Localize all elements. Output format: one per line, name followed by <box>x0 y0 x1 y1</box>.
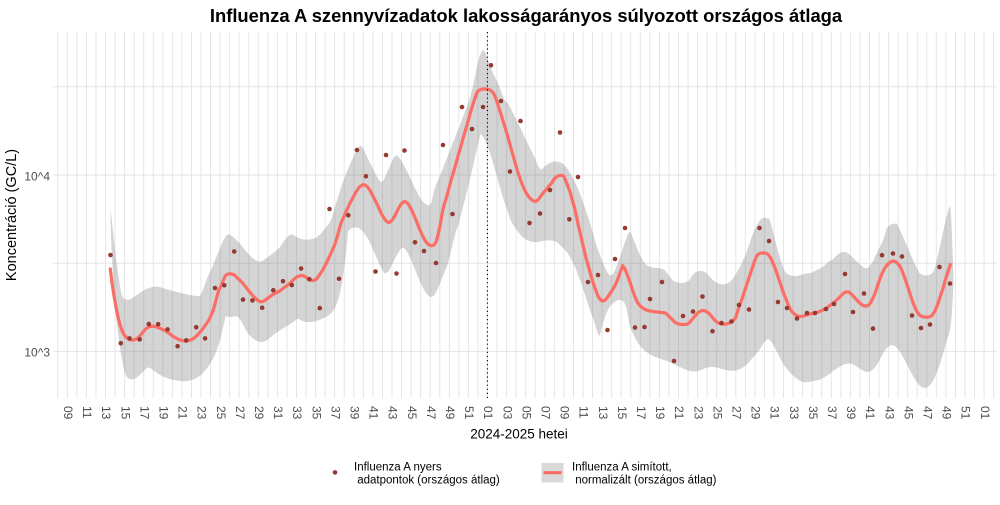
svg-text:29: 29 <box>749 406 763 420</box>
svg-text:41: 41 <box>367 406 381 420</box>
svg-text:27: 27 <box>730 406 744 420</box>
svg-text:31: 31 <box>271 406 285 420</box>
svg-text:35: 35 <box>806 406 820 420</box>
svg-text:15: 15 <box>118 406 132 420</box>
svg-text:normalizált (országos átlag): normalizált (országos átlag) <box>572 475 717 487</box>
svg-text:27: 27 <box>233 406 247 420</box>
svg-text:39: 39 <box>844 406 858 420</box>
svg-text:43: 43 <box>882 406 896 420</box>
svg-text:19: 19 <box>653 406 667 420</box>
svg-text:33: 33 <box>787 406 801 420</box>
svg-text:37: 37 <box>328 406 342 420</box>
svg-text:25: 25 <box>710 406 724 420</box>
svg-text:41: 41 <box>863 406 877 420</box>
svg-text:35: 35 <box>309 406 323 420</box>
svg-text:51: 51 <box>959 406 973 420</box>
svg-text:45: 45 <box>901 406 915 420</box>
svg-text:Influenza A simított,: Influenza A simított, <box>572 462 672 474</box>
svg-text:01: 01 <box>978 406 992 420</box>
svg-text:31: 31 <box>768 406 782 420</box>
svg-text:47: 47 <box>921 406 935 420</box>
svg-text:49: 49 <box>443 406 457 420</box>
svg-text:09: 09 <box>558 406 572 420</box>
svg-text:25: 25 <box>214 406 228 420</box>
svg-text:17: 17 <box>137 406 151 420</box>
svg-text:21: 21 <box>176 406 190 420</box>
svg-text:43: 43 <box>386 406 400 420</box>
svg-text:07: 07 <box>539 406 553 420</box>
svg-text:33: 33 <box>290 406 304 420</box>
svg-text:Koncentráció (GC/L): Koncentráció (GC/L) <box>4 149 20 281</box>
svg-text:11: 11 <box>80 406 94 419</box>
svg-text:10^3: 10^3 <box>24 346 50 360</box>
svg-text:Influenza A nyers: Influenza A nyers <box>354 462 442 474</box>
svg-text:39: 39 <box>348 406 362 420</box>
svg-text:10^4: 10^4 <box>24 170 50 184</box>
svg-text:49: 49 <box>940 406 954 420</box>
svg-text:09: 09 <box>61 406 75 420</box>
svg-text:21: 21 <box>672 406 686 420</box>
svg-text:01: 01 <box>481 406 495 420</box>
svg-text:23: 23 <box>691 406 705 420</box>
svg-text:47: 47 <box>424 406 438 420</box>
svg-text:19: 19 <box>157 406 171 420</box>
svg-text:51: 51 <box>462 406 476 420</box>
svg-text:37: 37 <box>825 406 839 420</box>
svg-text:13: 13 <box>99 406 113 420</box>
svg-text:15: 15 <box>615 406 629 420</box>
svg-text:03: 03 <box>500 406 514 420</box>
svg-text:Influenza A szennyvízadatok la: Influenza A szennyvízadatok lakosságarán… <box>210 5 843 26</box>
svg-text:adatpontok (országos átlag): adatpontok (országos átlag) <box>354 475 500 487</box>
svg-text:2024-2025 hetei: 2024-2025 hetei <box>470 427 568 442</box>
svg-text:23: 23 <box>195 406 209 420</box>
svg-text:29: 29 <box>252 406 266 420</box>
svg-text:05: 05 <box>519 406 533 420</box>
svg-text:13: 13 <box>596 406 610 420</box>
svg-text:11: 11 <box>577 406 591 419</box>
svg-text:17: 17 <box>634 406 648 420</box>
svg-text:45: 45 <box>405 406 419 420</box>
